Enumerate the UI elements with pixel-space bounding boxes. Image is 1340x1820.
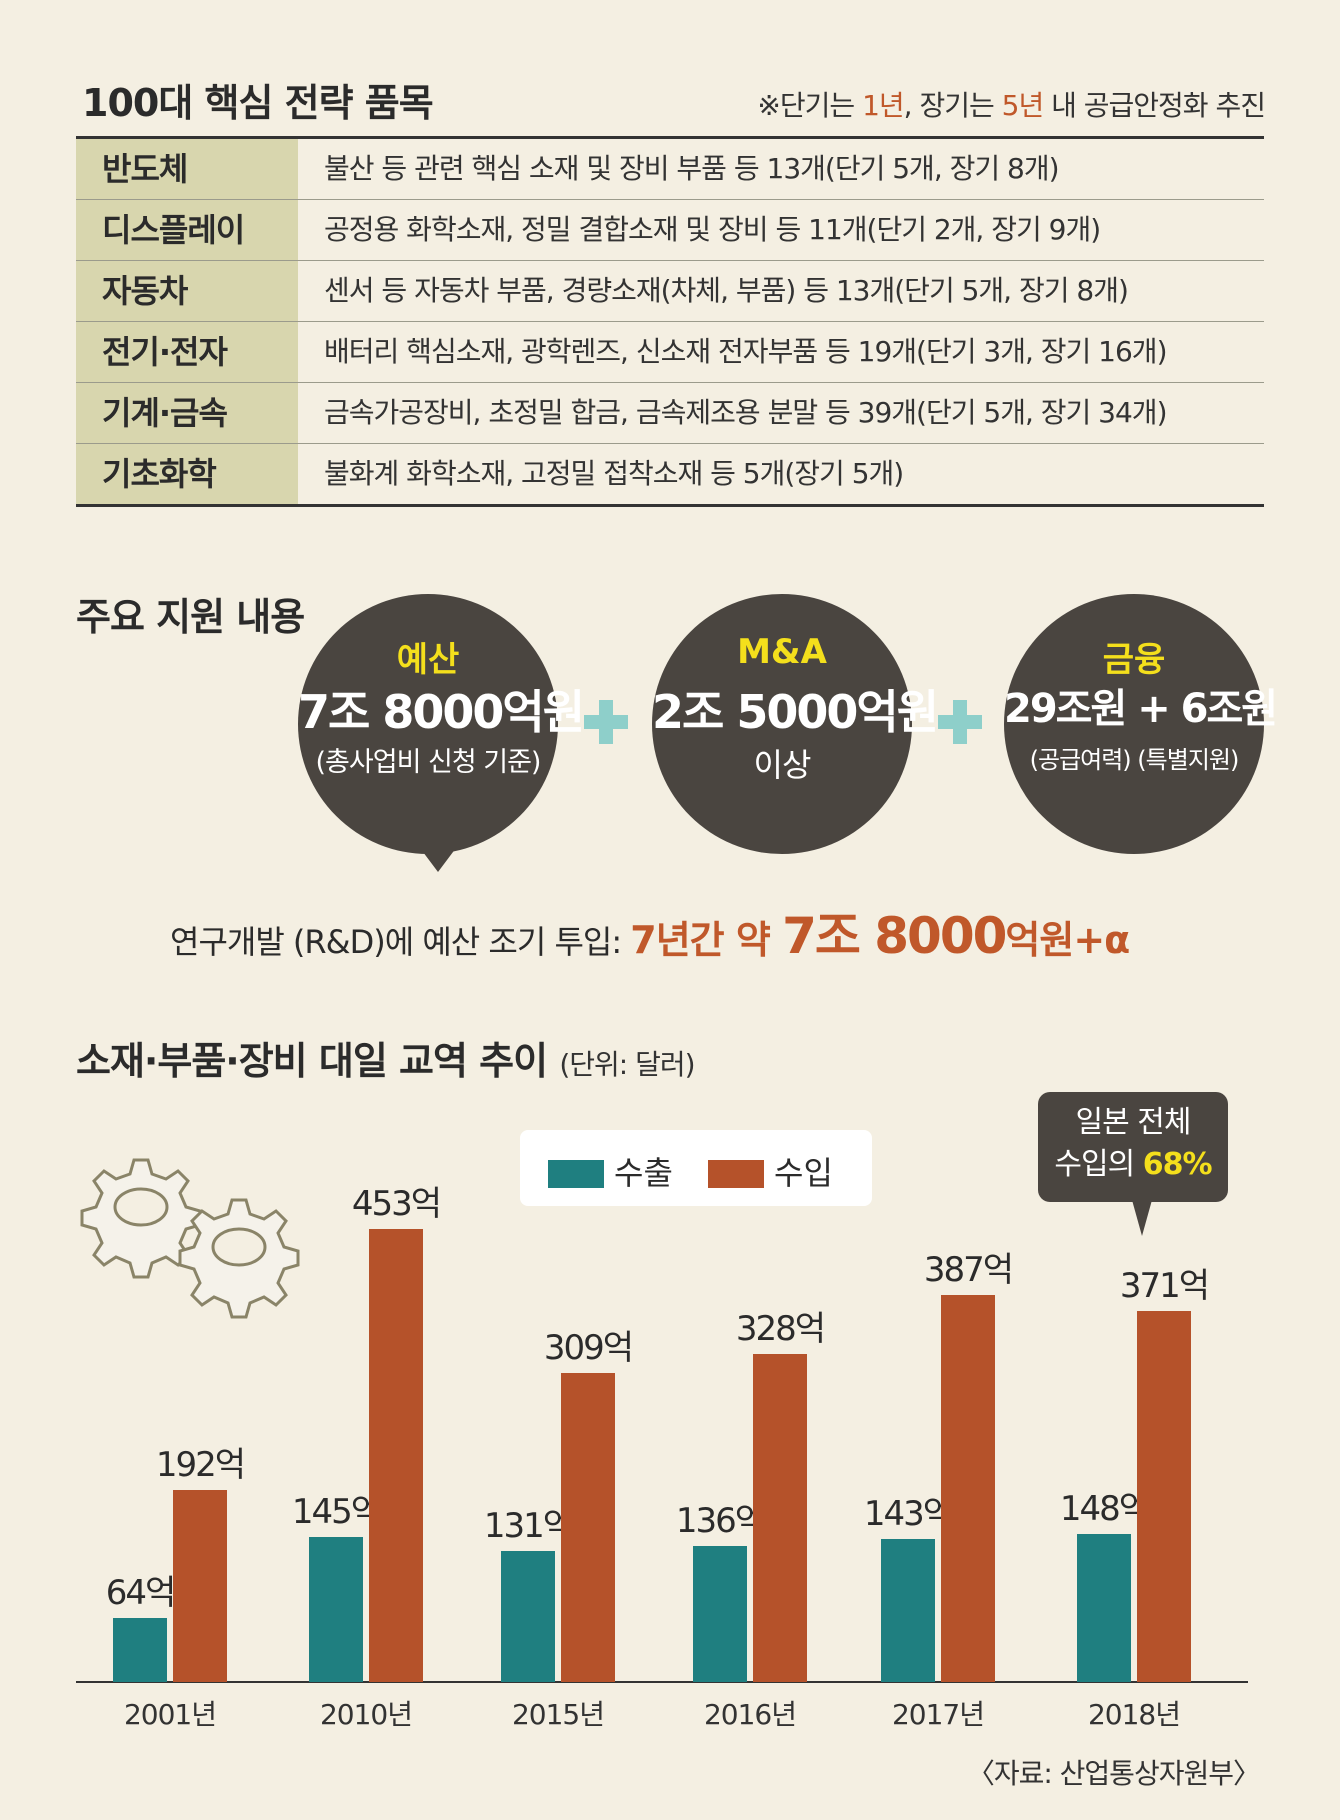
export-bar-2001년: [113, 1618, 167, 1682]
rd-suffix: 억원+α: [1005, 918, 1130, 962]
export-label: 136억: [676, 1501, 764, 1541]
import-bar-2010년: [369, 1229, 423, 1682]
callout-line1: 일본 전체: [1075, 1105, 1192, 1140]
budget-circle: 예산 7조 8000억원 (총사업비 신청 기준): [298, 594, 585, 854]
legend-export: 수출: [548, 1148, 673, 1194]
callout-tail: [1132, 1200, 1152, 1236]
chart-legend: 수출 수입: [520, 1130, 872, 1206]
plus-icon: [584, 700, 628, 744]
callout-prefix: 수입의: [1054, 1147, 1143, 1182]
plus-icon: [938, 700, 982, 744]
note-part: ※단기는: [757, 89, 863, 122]
table-category: 기계·금속: [76, 383, 298, 443]
export-bar-2016년: [693, 1546, 747, 1682]
chart-title-text: 소재·부품·장비 대일 교역 추이: [76, 1039, 548, 1083]
legend-swatch-export: [548, 1160, 604, 1188]
table-description: 센서 등 자동차 부품, 경량소재(차체, 부품) 등 13개(단기 5개, 장…: [324, 274, 1129, 307]
chart-unit: (단위: 달러): [559, 1048, 695, 1081]
import-bar-2018년: [1137, 1311, 1191, 1682]
table-row: 기계·금속 금속가공장비, 초정밀 합금, 금속제조용 분말 등 39개(단기 5…: [76, 383, 1264, 444]
table-description: 공정용 화학소재, 정밀 결합소재 및 장비 등 11개(단기 2개, 장기 9…: [324, 213, 1101, 246]
rd-period: 7년간 약: [630, 918, 783, 962]
pointer-arrow-icon: [420, 848, 456, 872]
import-label: 309억: [544, 1328, 632, 1368]
export-label: 131억: [484, 1506, 572, 1546]
finance-circle: 금융 29조원 + 6조원 (공급여력) (특별지원): [1004, 594, 1278, 854]
table-row: 기초화학 불화계 화학소재, 고정밀 접착소재 등 5개(장기 5개): [76, 444, 1264, 504]
table-category: 전기·전자: [76, 322, 298, 382]
import-label: 387억: [924, 1250, 1012, 1290]
japan-share-callout: 일본 전체 수입의 68%: [1038, 1092, 1228, 1202]
note-part: , 장기는: [903, 89, 1002, 122]
table-category: 자동차: [76, 261, 298, 321]
mna-amount: 2조 5000억원: [652, 685, 939, 739]
note-part: 내 공급안정화 추진: [1043, 89, 1266, 122]
export-label: 145억: [292, 1492, 380, 1532]
x-tick-label: 2018년: [1088, 1698, 1180, 1731]
x-tick-label: 2015년: [512, 1698, 604, 1731]
legend-import: 수입: [708, 1148, 833, 1194]
import-bar-2015년: [561, 1373, 615, 1682]
finance-sub: (공급여력) (특별지원): [1029, 746, 1240, 774]
legend-label: 수입: [774, 1154, 833, 1192]
table-category: 기초화학: [76, 444, 298, 504]
import-bar-2017년: [941, 1295, 995, 1682]
finance-label: 금융: [1102, 640, 1166, 680]
table-row: 반도체 불산 등 관련 핵심 소재 및 장비 부품 등 13개(단기 5개, 장기…: [76, 139, 1264, 200]
rd-investment-line: 연구개발 (R&D)에 예산 조기 투입: 7년간 약 7조 8000억원+α: [170, 896, 1130, 968]
strategy-items-table: 반도체 불산 등 관련 핵심 소재 및 장비 부품 등 13개(단기 5개, 장기…: [76, 136, 1264, 507]
rd-amount: 7조 8000: [782, 907, 1007, 965]
budget-sub: (총사업비 신청 기준): [315, 747, 542, 778]
import-label: 192억: [156, 1445, 244, 1485]
callout-line2: 수입의 68%: [1038, 1144, 1228, 1186]
callout-value: 68%: [1142, 1147, 1213, 1182]
import-label: 453억: [352, 1184, 440, 1224]
legend-swatch-import: [708, 1160, 764, 1188]
x-tick-label: 2017년: [892, 1698, 984, 1731]
mna-label: M&A: [737, 632, 827, 672]
rd-prefix: 연구개발 (R&D)에 예산 조기 투입:: [170, 923, 631, 961]
export-bar-2017년: [881, 1539, 935, 1682]
table-row: 자동차 센서 등 자동차 부품, 경량소재(차체, 부품) 등 13개(단기 5개…: [76, 261, 1264, 322]
export-bar-2015년: [501, 1551, 555, 1682]
x-tick-label: 2016년: [704, 1698, 796, 1731]
budget-label: 예산: [396, 640, 460, 680]
support-title: 주요 지원 내용: [76, 595, 305, 639]
table-row: 디스플레이 공정용 화학소재, 정밀 결합소재 및 장비 등 11개(단기 2개,…: [76, 200, 1264, 261]
supply-note: ※단기는 1년, 장기는 5년 내 공급안정화 추진: [757, 84, 1266, 124]
note-long-term: 5년: [1001, 89, 1045, 122]
x-tick-label: 2001년: [124, 1698, 216, 1731]
mna-sub: 이상: [753, 746, 812, 784]
source-note: 〈자료: 산업통상자원부〉: [966, 1757, 1261, 1790]
export-bar-2010년: [309, 1537, 363, 1682]
import-bar-2001년: [173, 1490, 227, 1682]
x-tick-label: 2010년: [320, 1698, 412, 1731]
table-description: 불화계 화학소재, 고정밀 접착소재 등 5개(장기 5개): [324, 457, 904, 490]
import-bar-2016년: [753, 1354, 807, 1682]
table-category: 디스플레이: [76, 200, 298, 260]
table-category: 반도체: [76, 139, 298, 199]
table-row: 전기·전자 배터리 핵심소재, 광학렌즈, 신소재 전자부품 등 19개(단기 3…: [76, 322, 1264, 383]
strategy-items-title: 100대 핵심 전략 품목: [82, 81, 434, 125]
pointer-stem: [429, 832, 447, 852]
table-description: 배터리 핵심소재, 광학렌즈, 신소재 전자부품 등 19개(단기 3개, 장기…: [324, 335, 1168, 368]
gears-icon: [80, 1158, 300, 1319]
export-label: 143억: [864, 1494, 952, 1534]
export-label: 64억: [106, 1573, 175, 1613]
export-label: 148억: [1060, 1489, 1148, 1529]
budget-amount: 7조 8000억원: [298, 685, 585, 739]
mna-circle: M&A 2조 5000억원 이상: [652, 594, 939, 854]
legend-label: 수출: [614, 1154, 673, 1192]
finance-amount: 29조원 + 6조원: [1004, 686, 1278, 732]
table-description: 불산 등 관련 핵심 소재 및 장비 부품 등 13개(단기 5개, 장기 8개…: [324, 152, 1060, 185]
table-description: 금속가공장비, 초정밀 합금, 금속제조용 분말 등 39개(단기 5개, 장기…: [324, 396, 1168, 429]
trade-chart-title: 소재·부품·장비 대일 교역 추이 (단위: 달러): [76, 1030, 696, 1085]
import-label: 371억: [1120, 1266, 1208, 1306]
export-bar-2018년: [1077, 1534, 1131, 1682]
import-label: 328억: [736, 1309, 824, 1349]
note-short-term: 1년: [862, 89, 905, 122]
